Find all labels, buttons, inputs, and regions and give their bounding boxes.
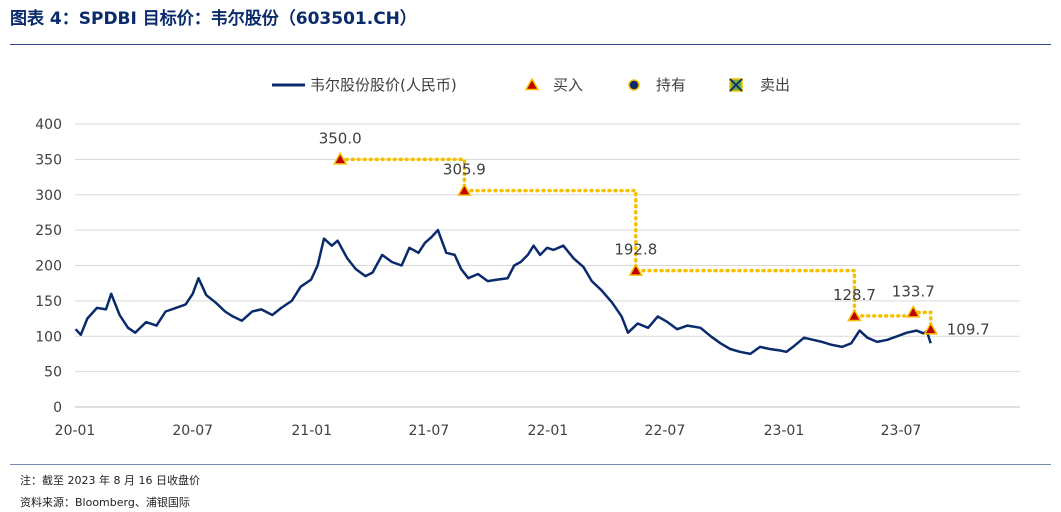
buy-marker [923,321,939,335]
y-tick-label: 250 [35,223,62,239]
gridlines [75,123,1020,408]
legend-buy-swatch [524,77,540,91]
buy-marker [332,151,348,165]
target-price-label: 109.7 [947,320,990,338]
target-price-label: 133.7 [892,282,935,300]
footnote: 注：截至 2023 年 8 月 16 日收盘价 [20,474,200,487]
price-target-chart: 0 50 100 150 200 250 300 350 400 20-01 20-07 21-01 2… [35,76,1020,439]
x-tick-label: 22-01 [527,423,568,439]
footer-divider [10,464,1051,465]
x-tick-label: 21-01 [291,423,332,439]
x-tick-label: 20-01 [55,423,96,439]
rating-markers: 350.0 305.9 192.8 128.7 133.7 109.7 [319,129,990,338]
buy-marker [847,308,862,322]
y-tick-label: 300 [35,188,62,204]
source-note: 资料来源：Bloomberg、浦银国际 [20,496,190,509]
y-tick-label: 400 [35,117,62,133]
x-tick-label: 22-07 [645,423,686,439]
x-tick-label: 20-07 [172,423,213,439]
legend-price-label: 韦尔股份股价(人民币) [310,76,457,94]
y-tick-label: 350 [35,152,62,168]
x-tick-label: 21-07 [408,423,449,439]
legend-hold-swatch [628,79,640,91]
title-divider [10,44,1051,45]
y-tick-label: 50 [44,365,62,381]
chart-title: 图表 4：SPDBI 目标价：韦尔股份（603501.CH） [10,9,417,29]
legend-hold-label: 持有 [656,76,686,94]
legend-sell-label: 卖出 [760,76,790,94]
target-price-label: 305.9 [443,161,486,179]
y-tick-label: 100 [35,329,62,345]
buy-marker [457,183,472,196]
legend-buy-label: 买入 [553,76,583,94]
price-line [74,228,932,356]
y-tick-label: 150 [35,294,62,310]
y-tick-label: 0 [53,400,62,416]
x-tick-label: 23-01 [764,423,805,439]
y-tick-label: 200 [35,259,62,275]
price-series [74,228,932,356]
target-price-label: 128.7 [833,286,876,304]
target-price-label: 350.0 [319,129,362,147]
buy-marker [628,263,644,276]
target-price-series [338,157,933,332]
target-price-label: 192.8 [614,241,657,259]
x-tick-label: 23-07 [881,423,922,439]
legend-sell-cross [729,78,743,92]
axis-labels: 0 50 100 150 200 250 300 350 400 20-01 20-07 21-01 2… [35,117,1020,439]
target-price-line [338,157,933,332]
buy-marker [905,304,921,318]
legend: 韦尔股份股价(人民币) 买入 持有 卖出 [272,76,790,94]
